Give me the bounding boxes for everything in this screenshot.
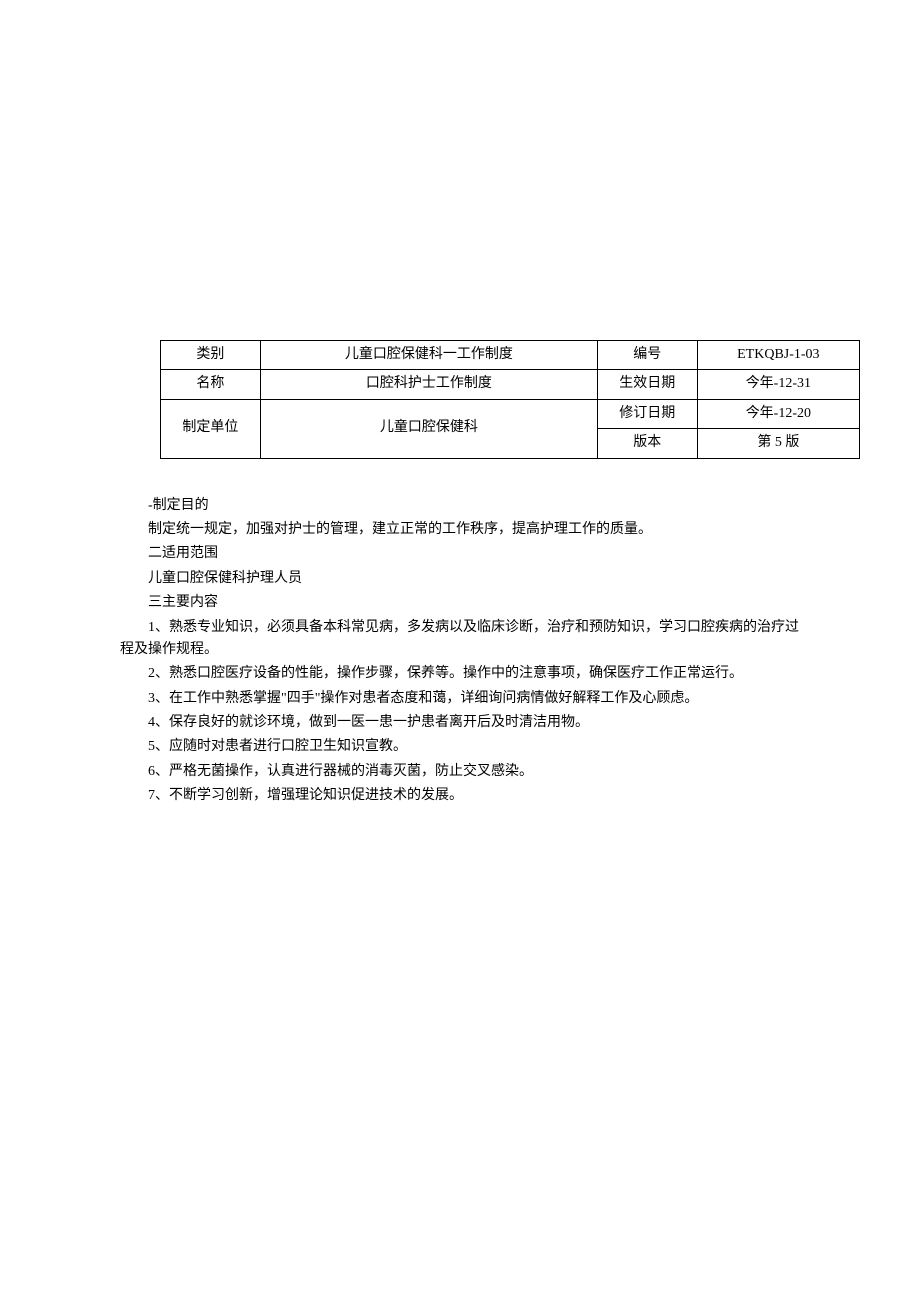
metadata-table: 类别 儿童口腔保健科一工作制度 编号 ETKQBJ-1-03 名称 口腔科护士工… xyxy=(160,340,860,459)
scope-text: 儿童口腔保健科护理人员 xyxy=(120,568,800,590)
list-item: 2、熟悉口腔医疗设备的性能，操作步骤，保养等。操作中的注意事项，确保医疗工作正常… xyxy=(120,663,800,685)
cell-main: 儿童口腔保健科 xyxy=(260,399,597,458)
cell-main: 儿童口腔保健科一工作制度 xyxy=(260,341,597,370)
list-item: 1、熟悉专业知识，必须具备本科常见病，多发病以及临床诊断，治疗和预防知识，学习口… xyxy=(120,617,800,662)
purpose-text: 制定统一规定，加强对护士的管理，建立正常的工作秩序，提高护理工作的质量。 xyxy=(120,519,800,541)
cell-label: 制定单位 xyxy=(161,399,261,458)
document-body: -制定目的 制定统一规定，加强对护士的管理，建立正常的工作秩序，提高护理工作的质… xyxy=(100,495,820,808)
cell-val: 第 5 版 xyxy=(697,429,859,458)
cell-label: 类别 xyxy=(161,341,261,370)
cell-main: 口腔科护士工作制度 xyxy=(260,370,597,399)
cell-val: 今年-12-31 xyxy=(697,370,859,399)
list-item: 6、严格无菌操作，认真进行器械的消毒灭菌，防止交叉感染。 xyxy=(120,761,800,783)
table-row: 制定单位 儿童口腔保健科 修订日期 今年-12-20 xyxy=(161,399,860,428)
cell-key: 版本 xyxy=(597,429,697,458)
list-item: 7、不断学习创新，增强理论知识促进技术的发展。 xyxy=(120,785,800,807)
table-row: 名称 口腔科护士工作制度 生效日期 今年-12-31 xyxy=(161,370,860,399)
cell-key: 修订日期 xyxy=(597,399,697,428)
content-heading: 三主要内容 xyxy=(120,592,800,614)
table-row: 类别 儿童口腔保健科一工作制度 编号 ETKQBJ-1-03 xyxy=(161,341,860,370)
scope-heading: 二适用范围 xyxy=(120,543,800,565)
cell-val: ETKQBJ-1-03 xyxy=(697,341,859,370)
purpose-heading: -制定目的 xyxy=(120,495,800,517)
list-item: 5、应随时对患者进行口腔卫生知识宣教。 xyxy=(120,736,800,758)
list-item: 3、在工作中熟悉掌握"四手"操作对患者态度和蔼，详细询问病情做好解释工作及心顾虑… xyxy=(120,688,800,710)
list-item: 4、保存良好的就诊环境，做到一医一患一护患者离开后及时清洁用物。 xyxy=(120,712,800,734)
cell-val: 今年-12-20 xyxy=(697,399,859,428)
cell-key: 生效日期 xyxy=(597,370,697,399)
cell-key: 编号 xyxy=(597,341,697,370)
cell-label: 名称 xyxy=(161,370,261,399)
